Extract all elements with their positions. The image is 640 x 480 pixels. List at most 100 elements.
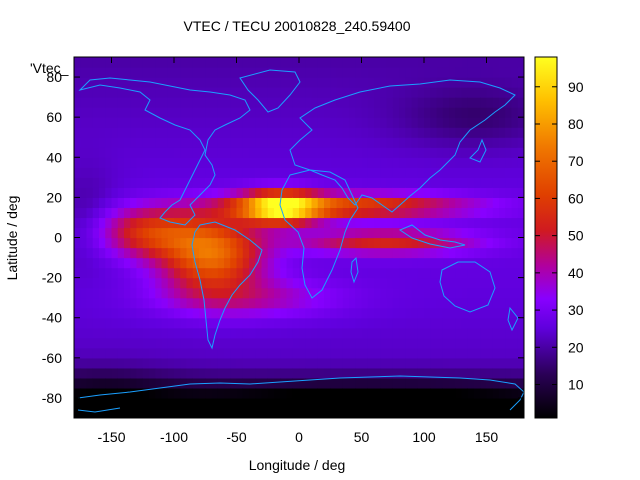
heatmap-cell <box>130 307 138 319</box>
heatmap-cell <box>386 177 394 188</box>
heatmap-cell <box>349 317 356 329</box>
heatmap-cell <box>174 217 181 229</box>
heatmap-cell <box>211 167 219 178</box>
heatmap-cell <box>367 197 375 209</box>
heatmap-cell <box>211 307 219 319</box>
heatmap-cell <box>217 287 225 299</box>
heatmap-cell <box>355 167 363 178</box>
heatmap-cell <box>505 277 513 289</box>
heatmap-cell <box>286 87 294 98</box>
heatmap-cell <box>449 317 456 329</box>
heatmap-cell <box>361 247 369 259</box>
heatmap-cell <box>236 327 244 339</box>
heatmap-cell <box>330 87 338 98</box>
heatmap-cell <box>455 117 463 128</box>
heatmap-cell <box>236 257 244 269</box>
heatmap-cell <box>224 137 231 148</box>
heatmap-cell <box>199 77 206 88</box>
heatmap-cell <box>236 337 244 349</box>
heatmap-cell <box>299 357 306 369</box>
heatmap-cell <box>324 287 331 299</box>
heatmap-cell <box>267 57 275 68</box>
heatmap-cell <box>442 397 450 409</box>
heatmap-cell <box>92 357 100 369</box>
heatmap-cell <box>255 217 263 229</box>
heatmap-cell <box>436 407 444 418</box>
heatmap-cell <box>317 117 325 128</box>
heatmap-cell <box>105 187 113 198</box>
heatmap-cell <box>267 337 275 349</box>
heatmap-cell <box>349 277 356 289</box>
heatmap-cell <box>199 127 206 138</box>
heatmap-cell <box>80 227 88 239</box>
heatmap-cell <box>199 327 206 339</box>
heatmap-cell <box>292 127 300 138</box>
heatmap-cell <box>436 147 444 158</box>
heatmap-cell <box>99 127 106 138</box>
heatmap-cell <box>405 97 413 108</box>
heatmap-cell <box>492 157 500 168</box>
heatmap-cell <box>392 297 400 309</box>
heatmap-cell <box>149 167 156 178</box>
heatmap-cell <box>130 267 138 279</box>
heatmap-cell <box>249 377 256 389</box>
heatmap-cell <box>124 157 131 168</box>
heatmap-cell <box>80 107 88 118</box>
heatmap-cell <box>136 97 144 108</box>
heatmap-cell <box>249 247 256 259</box>
heatmap-cell <box>161 347 169 359</box>
heatmap-cell <box>386 217 394 229</box>
heatmap-cell <box>355 367 363 379</box>
heatmap-cell <box>405 127 413 138</box>
outline-new-zealand <box>507 306 519 332</box>
heatmap-cell <box>117 147 125 158</box>
heatmap-cell <box>417 297 425 309</box>
heatmap-cell <box>474 307 481 319</box>
heatmap-cell <box>117 107 125 118</box>
heatmap-cell <box>136 377 144 389</box>
heatmap-cell <box>130 317 138 329</box>
heatmap-cell <box>130 377 138 389</box>
heatmap-cell <box>424 307 431 319</box>
heatmap-cell <box>374 247 381 259</box>
heatmap-cell <box>311 307 319 319</box>
heatmap-cell <box>199 57 206 68</box>
heatmap-cell <box>205 57 213 68</box>
heatmap-cell <box>442 317 450 329</box>
heatmap-cell <box>442 167 450 178</box>
heatmap-cell <box>217 357 225 369</box>
heatmap-cell <box>280 207 288 219</box>
heatmap-cell <box>267 387 275 399</box>
heatmap-cell <box>174 227 181 239</box>
heatmap-cell <box>455 377 463 389</box>
heatmap-cell <box>267 257 275 269</box>
heatmap-cell <box>424 247 431 259</box>
heatmap-cell <box>255 87 263 98</box>
heatmap-cell <box>442 77 450 88</box>
heatmap-cell <box>411 127 419 138</box>
heatmap-cell <box>442 147 450 158</box>
heatmap-cell <box>417 397 425 409</box>
heatmap-cell <box>205 77 213 88</box>
heatmap-cell <box>136 167 144 178</box>
heatmap-cell <box>255 177 263 188</box>
heatmap-cell <box>330 337 338 349</box>
heatmap-cell <box>167 237 175 249</box>
heatmap-cell <box>74 377 81 389</box>
heatmap-cell <box>199 227 206 239</box>
heatmap-cell <box>261 387 269 399</box>
heatmap-cell <box>211 117 219 128</box>
heatmap-cell <box>286 367 294 379</box>
heatmap-cell <box>99 107 106 118</box>
heatmap-cell <box>74 387 81 399</box>
heatmap-cell <box>261 217 269 229</box>
heatmap-cell <box>430 397 438 409</box>
heatmap-cell <box>361 77 369 88</box>
heatmap-cell <box>330 287 338 299</box>
heatmap-cell <box>399 377 406 389</box>
heatmap-cell <box>161 157 169 168</box>
heatmap-cell <box>174 77 181 88</box>
heatmap-cell <box>80 237 88 249</box>
heatmap-cell <box>261 307 269 319</box>
heatmap-cell <box>499 297 506 309</box>
